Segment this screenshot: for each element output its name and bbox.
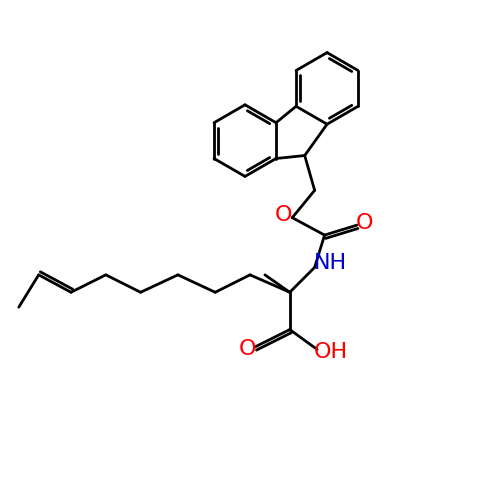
Text: O: O xyxy=(356,212,373,233)
Text: O: O xyxy=(274,205,292,225)
Text: NH: NH xyxy=(314,254,347,274)
Text: O: O xyxy=(239,340,256,359)
Text: OH: OH xyxy=(314,342,348,362)
